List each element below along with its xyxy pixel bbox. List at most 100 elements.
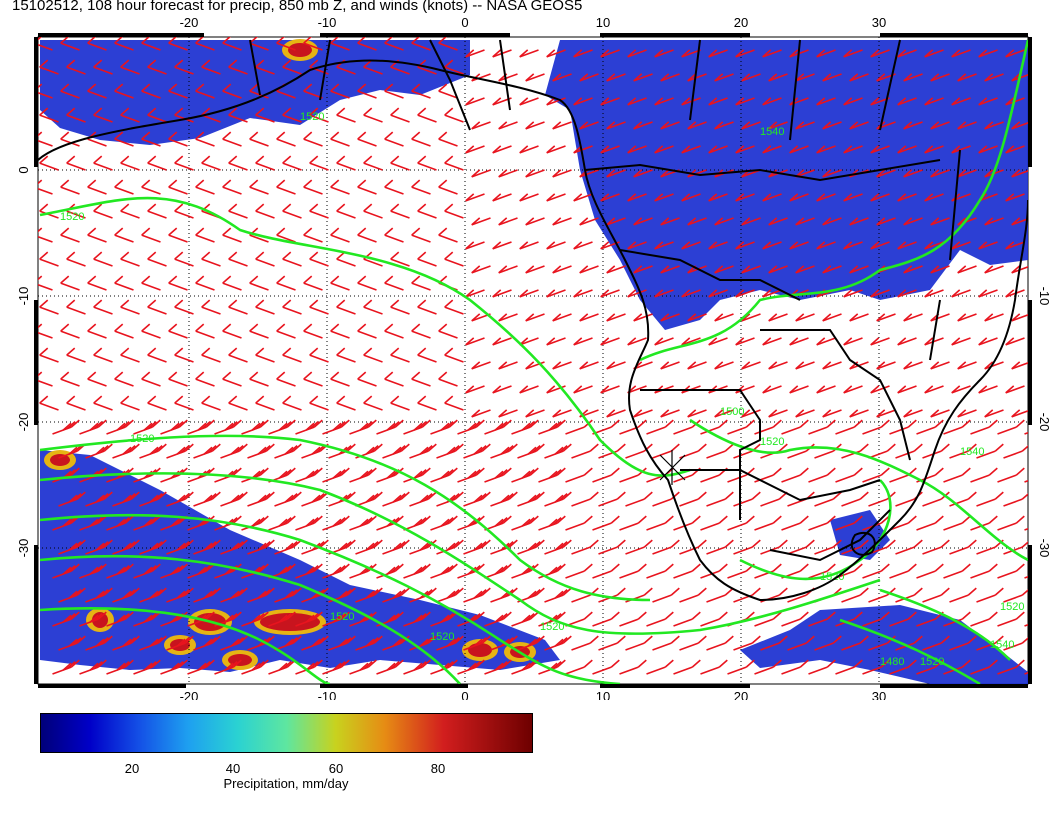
wind-barb	[490, 443, 518, 459]
wind-barb	[525, 121, 545, 130]
wind-barb	[336, 155, 356, 171]
wind-barb	[876, 409, 896, 418]
wind-barb	[444, 395, 464, 411]
wind-barb	[309, 107, 329, 123]
wind-barb	[390, 203, 410, 219]
wind-barb	[984, 265, 1004, 274]
wind-barb	[1011, 73, 1028, 82]
wind-barb	[438, 37, 458, 51]
wind-barb	[60, 371, 80, 387]
wind-barb	[957, 73, 977, 82]
wind-barb	[303, 371, 323, 387]
wind-barb	[228, 203, 248, 219]
wind-barb	[525, 313, 545, 322]
wind-barb	[1031, 492, 1056, 506]
wind-barb	[957, 121, 977, 130]
coastline-path	[760, 329, 911, 461]
wind-barb	[870, 337, 890, 346]
wind-barb	[822, 73, 842, 82]
wind-barb	[822, 217, 842, 226]
wind-barb	[411, 275, 431, 291]
wind-barb	[606, 265, 626, 274]
wind-barb	[681, 193, 701, 202]
wind-barb	[444, 347, 464, 363]
wind-barb	[228, 395, 248, 411]
wind-barb	[870, 49, 890, 58]
wind-barb	[141, 323, 161, 339]
wind-barb	[579, 313, 599, 322]
wind-barb	[112, 491, 140, 507]
axis-bar-h	[320, 33, 510, 37]
wind-barb	[951, 385, 971, 394]
wind-barb	[255, 155, 275, 171]
wind-barb	[517, 491, 545, 507]
wind-barb	[652, 443, 680, 459]
wind-barb	[39, 299, 59, 315]
wind-barb	[1005, 49, 1025, 58]
wind-barb	[430, 419, 458, 435]
wind-barb	[762, 241, 782, 250]
axis-bar-v	[34, 37, 38, 167]
wind-barb	[943, 611, 971, 627]
wind-barb	[519, 97, 539, 106]
wind-barb	[355, 587, 383, 603]
axis-bars	[34, 33, 1032, 688]
wind-barb	[814, 491, 842, 507]
wind-barb	[781, 515, 809, 531]
wind-barb	[754, 611, 782, 627]
axis-bar-h	[38, 33, 204, 37]
axis-bar-h	[320, 684, 468, 688]
wind-barb	[600, 145, 620, 154]
wind-barb	[619, 659, 647, 675]
wind-barb	[654, 289, 674, 298]
wind-barb	[978, 385, 998, 394]
wind-barb	[465, 97, 485, 106]
wind-barb	[897, 193, 917, 202]
wind-barb	[457, 467, 485, 483]
wind-barb	[573, 289, 593, 298]
wind-barb	[922, 443, 950, 459]
wind-barb	[976, 587, 1004, 603]
wind-barb	[795, 313, 815, 322]
wind-barb	[276, 275, 296, 291]
wind-barb	[1005, 145, 1025, 154]
wind-barb	[39, 203, 59, 219]
wind-barb	[571, 443, 599, 459]
wind-barb	[579, 265, 599, 274]
wind-barb	[133, 659, 161, 675]
wind-barb	[735, 193, 755, 202]
wind-barb	[330, 227, 350, 243]
wind-barb	[606, 121, 626, 130]
wind-barb	[957, 217, 977, 226]
wind-barb	[330, 131, 350, 147]
wind-barb	[363, 155, 383, 171]
wind-barb	[654, 49, 674, 58]
wind-barb	[336, 347, 356, 363]
wind-barb	[411, 371, 431, 387]
wind-barb	[93, 107, 113, 123]
wind-barb	[168, 179, 188, 195]
wind-barb	[465, 289, 485, 298]
lat-tick-label: -10	[16, 287, 31, 306]
wind-barb	[106, 563, 134, 579]
wind-barb	[787, 635, 815, 651]
wind-barb	[295, 419, 323, 435]
wind-barb	[903, 217, 923, 226]
wind-barb	[951, 145, 971, 154]
wind-barb	[66, 251, 86, 267]
wind-barb	[627, 241, 647, 250]
wind-barb	[85, 539, 113, 555]
wind-barb	[754, 467, 782, 483]
wind-barb	[714, 73, 734, 82]
wind-barb	[301, 635, 329, 651]
wind-barb	[808, 515, 836, 531]
wind-barb	[282, 107, 302, 123]
wind-barb	[816, 49, 836, 58]
wind-barb	[714, 217, 734, 226]
wind-barb	[139, 443, 167, 459]
wind-barb	[492, 241, 512, 250]
wind-barb	[573, 385, 593, 394]
wind-barb	[619, 611, 647, 627]
wind-barb	[552, 73, 572, 82]
wind-barb	[619, 563, 647, 579]
